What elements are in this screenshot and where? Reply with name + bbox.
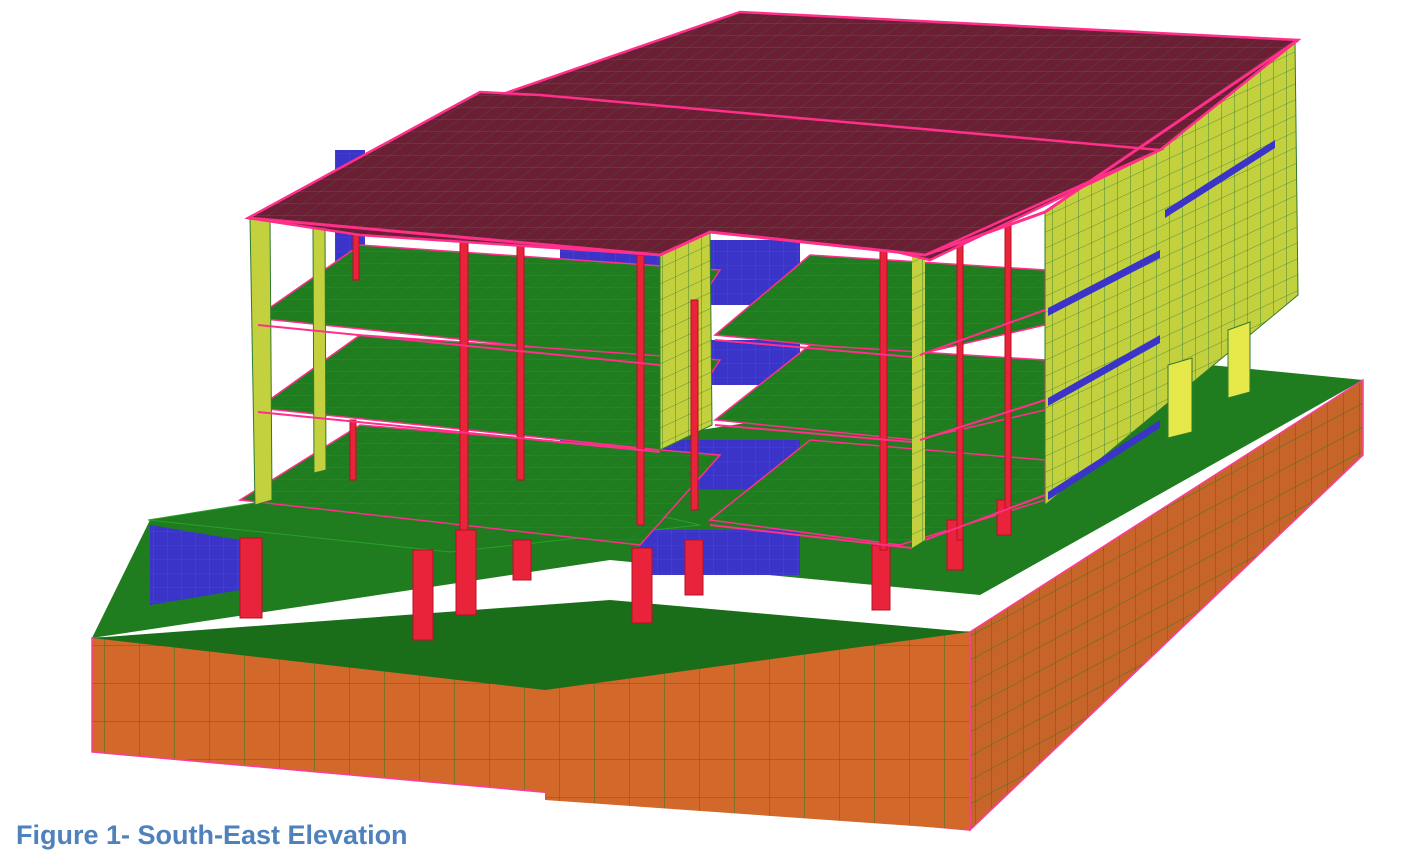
east-wall-opening-1 xyxy=(1048,250,1160,316)
podium-top-strip xyxy=(92,600,970,690)
podium-side-face xyxy=(969,378,1364,832)
pile-2 xyxy=(1227,321,1251,399)
east-wall-opening-4 xyxy=(1165,140,1275,218)
roof-edge xyxy=(247,38,1299,257)
east-wall-opening-2 xyxy=(1048,335,1160,406)
figure-caption: Figure 1- South-East Elevation xyxy=(16,820,408,850)
podium-front-face-right xyxy=(545,632,970,830)
lower-core-left xyxy=(150,525,240,605)
wall-panel-right xyxy=(912,245,925,548)
east-wall-opening-3 xyxy=(1048,420,1160,500)
beam-lines xyxy=(257,309,1046,549)
pile-1 xyxy=(1167,357,1193,439)
core-bottom xyxy=(640,530,800,575)
west-column-2 xyxy=(312,224,327,474)
wall-panel-center xyxy=(659,229,713,451)
columns xyxy=(239,217,1012,641)
